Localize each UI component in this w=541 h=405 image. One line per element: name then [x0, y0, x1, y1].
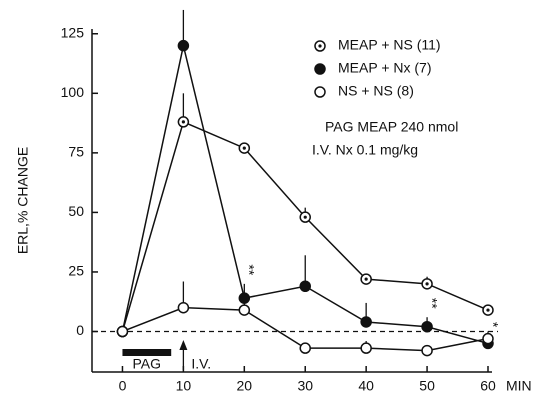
marker-part [181, 120, 185, 124]
data-point [482, 304, 494, 316]
marker-part [486, 308, 490, 312]
y-tick-label: 25 [68, 263, 84, 279]
iv-arrowhead [179, 340, 188, 350]
marker-part [482, 332, 494, 345]
marker-part [116, 325, 129, 338]
marker-part [421, 344, 433, 357]
marker-part [299, 342, 311, 354]
data-point [299, 342, 311, 354]
marker-part [364, 277, 368, 281]
data-point [238, 304, 251, 316]
legend-label: NS + NS (8) [338, 83, 414, 99]
y-tick-label: 75 [68, 144, 84, 160]
data-point [360, 342, 372, 354]
data-point [360, 273, 372, 285]
data-point [299, 211, 311, 223]
data-point [177, 301, 190, 314]
legend-marker [314, 40, 326, 52]
y-axis-label: ERL,% CHANGE [15, 147, 31, 254]
data-point [116, 325, 129, 338]
marker-part [360, 342, 372, 354]
x-tick-label: 60 [480, 378, 496, 394]
marker-part [360, 316, 372, 328]
x-tick-label: 40 [358, 378, 374, 394]
marker-part [242, 146, 246, 150]
significance-mark: ** [242, 264, 258, 275]
y-tick-label: 125 [61, 24, 85, 40]
data-point [238, 292, 251, 304]
x-tick-label: 30 [297, 378, 313, 394]
legend-marker [314, 63, 326, 75]
data-point [482, 332, 494, 345]
marker-part [238, 292, 251, 304]
marker-part [177, 39, 190, 52]
data-point [177, 39, 190, 52]
pag-label: PAG [132, 356, 161, 372]
marker-part [238, 304, 251, 316]
x-tick-label: 20 [237, 378, 253, 394]
data-point [360, 316, 372, 328]
legend-marker [314, 86, 326, 98]
y-tick-label: 50 [68, 203, 84, 219]
marker-part [303, 215, 307, 219]
annotation: I.V. Nx 0.1 mg/kg [312, 142, 418, 158]
x-axis-label: MIN [506, 378, 532, 394]
marker-part [314, 63, 326, 75]
significance-mark: ** [424, 298, 440, 309]
x-tick-label: 50 [419, 378, 435, 394]
data-point [421, 320, 433, 333]
legend-label: MEAP + Nx (7) [338, 60, 432, 76]
data-point [177, 116, 190, 128]
marker-part [314, 86, 326, 98]
marker-part [425, 282, 429, 286]
x-tick-label: 10 [176, 378, 192, 394]
data-point [421, 344, 433, 357]
marker-part [318, 44, 322, 48]
pag-bar [122, 349, 172, 356]
y-tick-label: 100 [61, 84, 85, 100]
data-point [421, 278, 433, 290]
legend-label: MEAP + NS (11) [338, 37, 441, 53]
annotation: PAG MEAP 240 nmol [325, 119, 458, 135]
marker-part [299, 280, 311, 292]
marker-part [177, 301, 190, 314]
data-point [238, 142, 251, 154]
marker-part [421, 320, 433, 333]
data-point [299, 280, 311, 292]
iv-label: I.V. [191, 356, 211, 372]
x-tick-label: 0 [119, 378, 127, 394]
y-tick-label: 0 [76, 322, 84, 338]
significance-mark: * [485, 322, 501, 328]
